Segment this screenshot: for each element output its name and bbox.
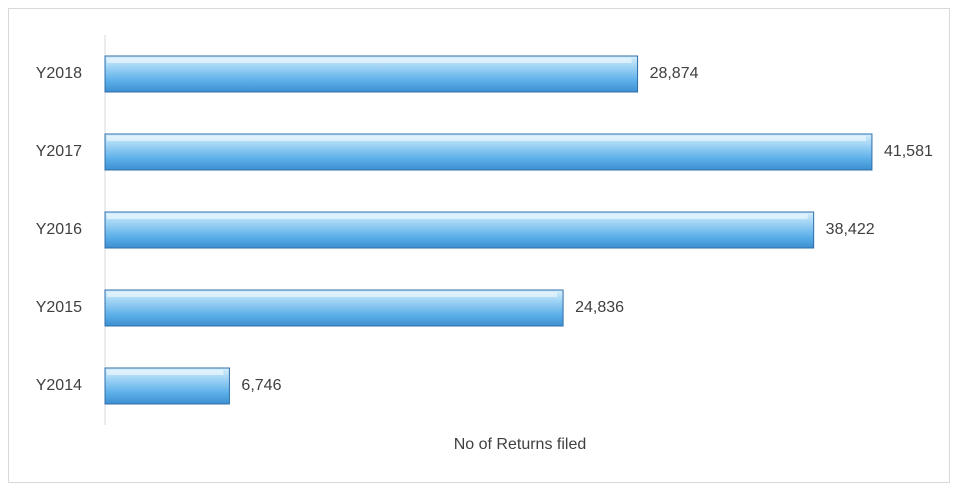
- y-tick-label: Y2015: [36, 299, 82, 316]
- bar-highlight: [107, 58, 632, 63]
- value-label: 41,581: [884, 143, 933, 160]
- y-tick-label: Y2017: [36, 143, 82, 160]
- bar-highlight: [107, 136, 866, 141]
- value-label: 38,422: [826, 221, 875, 238]
- bar-highlight: [107, 292, 558, 297]
- value-label: 24,836: [575, 299, 624, 316]
- value-label: 28,874: [650, 65, 699, 82]
- value-label: 6,746: [241, 377, 281, 394]
- bar-highlight: [107, 370, 224, 375]
- y-tick-label: Y2014: [36, 377, 82, 394]
- y-tick-label: Y2016: [36, 221, 82, 238]
- y-tick-label: Y2018: [36, 65, 82, 82]
- x-axis-label: No of Returns filed: [454, 436, 587, 453]
- bar-highlight: [107, 214, 808, 219]
